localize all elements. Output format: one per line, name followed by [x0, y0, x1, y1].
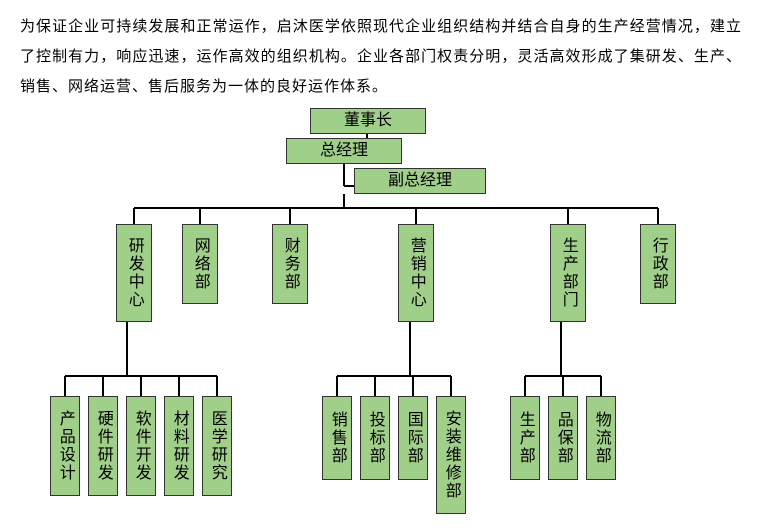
node-fin: 财务部 — [272, 224, 308, 304]
node-p3: 物流部 — [586, 396, 616, 480]
node-prod: 生产部门 — [550, 224, 586, 322]
node-r3: 软件开发 — [126, 396, 156, 496]
node-m2: 投标部 — [360, 396, 390, 480]
node-m4: 安装维修部 — [436, 396, 466, 514]
node-p1: 生产部 — [510, 396, 540, 480]
node-r1: 产品设计 — [50, 396, 80, 496]
node-m1: 销售部 — [322, 396, 352, 480]
node-p2: 品保部 — [548, 396, 578, 480]
node-admin: 行政部 — [640, 224, 676, 304]
node-r5: 医学研究 — [202, 396, 232, 496]
node-rd: 研发中心 — [116, 224, 152, 322]
node-r2: 硬件研发 — [88, 396, 118, 496]
node-net: 网络部 — [182, 224, 218, 304]
node-mkt: 营销中心 — [398, 224, 434, 322]
intro-paragraph: 为保证企业可持续发展和正常运作，启沐医学依照现代企业组织结构并结合自身的生产经营… — [20, 12, 742, 102]
node-m3: 国际部 — [398, 396, 428, 480]
node-dgm: 副总经理 — [354, 168, 486, 194]
node-gm: 总经理 — [286, 138, 402, 164]
node-r4: 材料研发 — [164, 396, 194, 496]
node-chairman: 董事长 — [310, 108, 426, 134]
org-chart: 董事长 总经理 副总经理 研发中心 网络部 财务部 营销中心 生产部门 行政部 … — [20, 108, 742, 518]
